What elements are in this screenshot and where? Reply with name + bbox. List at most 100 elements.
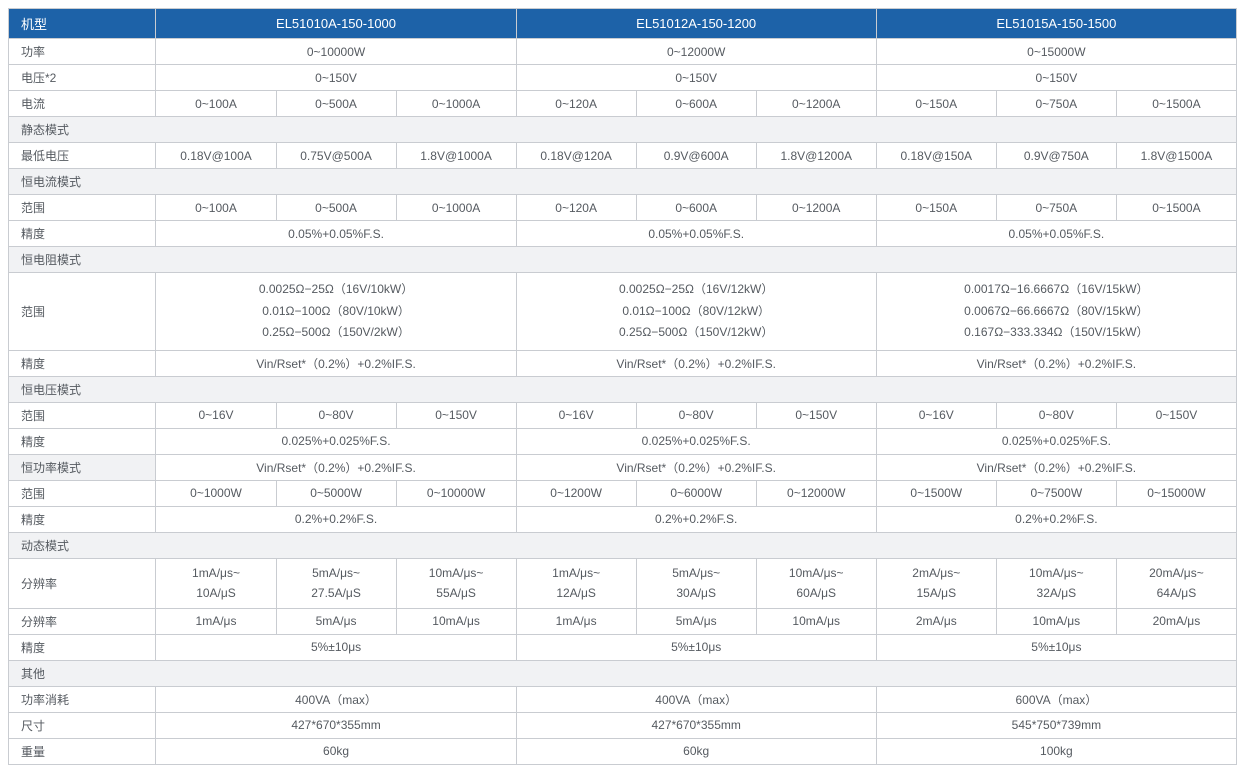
cp-acc-2: 0.2%+0.2%F.S. — [876, 506, 1236, 532]
minv-4: 0.9V@600A — [636, 143, 756, 169]
cr-range-2: 0.0017Ω−16.6667Ω（16V/15kW）0.0067Ω−66.666… — [876, 273, 1236, 351]
cr-acc-2: Vin/Rset*（0.2%）+0.2%IF.S. — [876, 350, 1236, 376]
cp-range-1: 0~5000W — [276, 480, 396, 506]
cv-range-2: 0~150V — [396, 402, 516, 428]
dyn-res1-2: 10mA/μs~55A/μS — [396, 558, 516, 608]
cp-range-4: 0~6000W — [636, 480, 756, 506]
size-0: 427*670*355mm — [156, 712, 516, 738]
current-3: 0~120A — [516, 91, 636, 117]
size-label: 尺寸 — [9, 712, 156, 738]
voltage-2: 0~150V — [876, 65, 1236, 91]
dyn-res1-3: 1mA/μs~12A/μS — [516, 558, 636, 608]
current-2: 0~1000A — [396, 91, 516, 117]
cv-range-5: 0~150V — [756, 402, 876, 428]
current-6: 0~150A — [876, 91, 996, 117]
cc-range-label: 范围 — [9, 195, 156, 221]
voltage-1: 0~150V — [516, 65, 876, 91]
cc-range-5: 0~1200A — [756, 195, 876, 221]
voltage-0: 0~150V — [156, 65, 516, 91]
dyn-acc-0: 5%±10μs — [156, 634, 516, 660]
cc-mode-section: 恒电流模式 — [9, 169, 1237, 195]
minv-3: 0.18V@120A — [516, 143, 636, 169]
dyn-res1-1: 5mA/μs~27.5A/μS — [276, 558, 396, 608]
cc-range-8: 0~1500A — [1116, 195, 1236, 221]
cv-mode-section: 恒电压模式 — [9, 376, 1237, 402]
dyn-res2-label: 分辨率 — [9, 608, 156, 634]
model-2: EL51015A-150-1500 — [876, 9, 1236, 39]
cons-0: 400VA（max） — [156, 686, 516, 712]
minv-5: 1.8V@1200A — [756, 143, 876, 169]
cr-range-0: 0.0025Ω−25Ω（16V/10kW）0.01Ω−100Ω（80V/10kW… — [156, 273, 516, 351]
cp-range-6: 0~1500W — [876, 480, 996, 506]
cc-range-3: 0~120A — [516, 195, 636, 221]
cp-range-label: 范围 — [9, 480, 156, 506]
spec-table: 机型 EL51010A-150-1000 EL51012A-150-1200 E… — [8, 8, 1237, 765]
power-0: 0~10000W — [156, 39, 516, 65]
minv-0: 0.18V@100A — [156, 143, 276, 169]
weight-label: 重量 — [9, 738, 156, 764]
cv-range-6: 0~16V — [876, 402, 996, 428]
static-mode-section: 静态模式 — [9, 117, 1237, 143]
dyn-res1-label: 分辨率 — [9, 558, 156, 608]
size-1: 427*670*355mm — [516, 712, 876, 738]
cc-acc-label: 精度 — [9, 221, 156, 247]
dyn-mode-section: 动态模式 — [9, 532, 1237, 558]
cc-acc-1: 0.05%+0.05%F.S. — [516, 221, 876, 247]
cv-range-1: 0~80V — [276, 402, 396, 428]
dyn-acc-1: 5%±10μs — [516, 634, 876, 660]
cp-range-0: 0~1000W — [156, 480, 276, 506]
cp-range-2: 0~10000W — [396, 480, 516, 506]
current-5: 0~1200A — [756, 91, 876, 117]
size-2: 545*750*739mm — [876, 712, 1236, 738]
cv-range-4: 0~80V — [636, 402, 756, 428]
minv-6: 0.18V@150A — [876, 143, 996, 169]
voltage-label: 电压*2 — [9, 65, 156, 91]
cv-range-label: 范围 — [9, 402, 156, 428]
dyn-acc-2: 5%±10μs — [876, 634, 1236, 660]
weight-2: 100kg — [876, 738, 1236, 764]
dyn-res1-4: 5mA/μs~30A/μS — [636, 558, 756, 608]
header-label: 机型 — [9, 9, 156, 39]
cp-acc-label: 精度 — [9, 506, 156, 532]
minv-1: 0.75V@500A — [276, 143, 396, 169]
model-1: EL51012A-150-1200 — [516, 9, 876, 39]
weight-0: 60kg — [156, 738, 516, 764]
cr-mode-section: 恒电阻模式 — [9, 247, 1237, 273]
cv-range-0: 0~16V — [156, 402, 276, 428]
cv-acc-label: 精度 — [9, 428, 156, 454]
cc-range-0: 0~100A — [156, 195, 276, 221]
dyn-res2-7: 10mA/μs — [996, 608, 1116, 634]
cp-acc-0: 0.2%+0.2%F.S. — [156, 506, 516, 532]
cc-range-4: 0~600A — [636, 195, 756, 221]
minv-label: 最低电压 — [9, 143, 156, 169]
dyn-res2-3: 1mA/μs — [516, 608, 636, 634]
cp-mode-label: 恒功率模式 — [9, 454, 156, 480]
dyn-res1-6: 2mA/μs~15A/μS — [876, 558, 996, 608]
cv-acc-0: 0.025%+0.025%F.S. — [156, 428, 516, 454]
power-1: 0~12000W — [516, 39, 876, 65]
dyn-res2-8: 20mA/μs — [1116, 608, 1236, 634]
cp-acc-1: 0.2%+0.2%F.S. — [516, 506, 876, 532]
cc-range-2: 0~1000A — [396, 195, 516, 221]
cp-mode-1: Vin/Rset*（0.2%）+0.2%IF.S. — [516, 454, 876, 480]
dyn-acc-label: 精度 — [9, 634, 156, 660]
cons-1: 400VA（max） — [516, 686, 876, 712]
cp-range-7: 0~7500W — [996, 480, 1116, 506]
current-label: 电流 — [9, 91, 156, 117]
cr-range-1: 0.0025Ω−25Ω（16V/12kW）0.01Ω−100Ω（80V/12kW… — [516, 273, 876, 351]
cp-range-5: 0~12000W — [756, 480, 876, 506]
minv-8: 1.8V@1500A — [1116, 143, 1236, 169]
dyn-res1-8: 20mA/μs~64A/μS — [1116, 558, 1236, 608]
dyn-res2-5: 10mA/μs — [756, 608, 876, 634]
cv-acc-1: 0.025%+0.025%F.S. — [516, 428, 876, 454]
current-7: 0~750A — [996, 91, 1116, 117]
cc-range-1: 0~500A — [276, 195, 396, 221]
cr-acc-label: 精度 — [9, 350, 156, 376]
cr-range-label: 范围 — [9, 273, 156, 351]
model-0: EL51010A-150-1000 — [156, 9, 516, 39]
cr-acc-1: Vin/Rset*（0.2%）+0.2%IF.S. — [516, 350, 876, 376]
cv-range-3: 0~16V — [516, 402, 636, 428]
cv-acc-2: 0.025%+0.025%F.S. — [876, 428, 1236, 454]
weight-1: 60kg — [516, 738, 876, 764]
dyn-res2-1: 5mA/μs — [276, 608, 396, 634]
